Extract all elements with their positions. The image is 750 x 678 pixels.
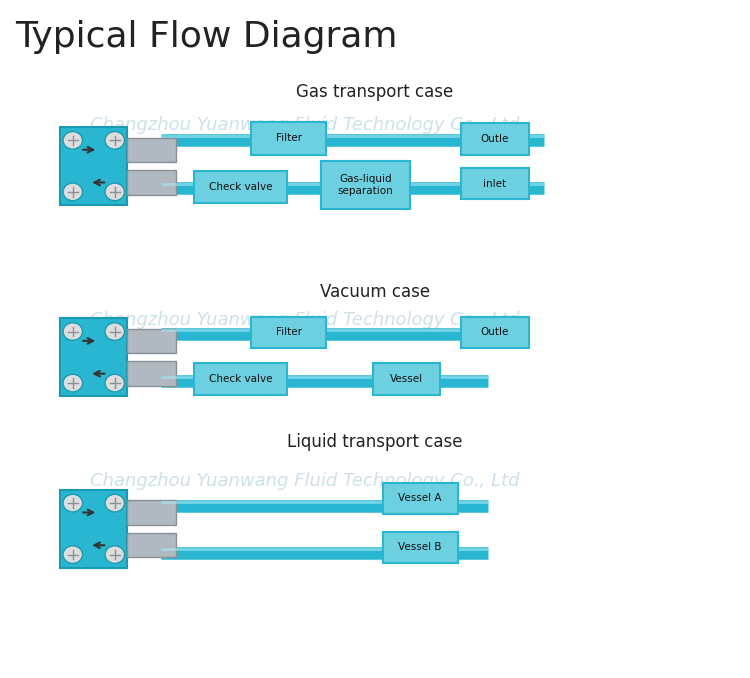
FancyBboxPatch shape: [128, 533, 176, 557]
FancyBboxPatch shape: [373, 363, 440, 395]
Text: Liquid transport case: Liquid transport case: [287, 433, 463, 451]
Text: Check valve: Check valve: [209, 374, 272, 384]
FancyBboxPatch shape: [382, 483, 458, 514]
Circle shape: [63, 546, 82, 563]
Circle shape: [63, 494, 82, 512]
Text: Outle: Outle: [481, 327, 509, 337]
FancyBboxPatch shape: [60, 490, 128, 568]
Text: Gas-liquid
separation: Gas-liquid separation: [338, 174, 393, 196]
Text: Filter: Filter: [276, 134, 302, 143]
FancyBboxPatch shape: [128, 138, 176, 162]
Text: Filter: Filter: [276, 327, 302, 337]
Text: Typical Flow Diagram: Typical Flow Diagram: [15, 20, 398, 54]
Circle shape: [63, 323, 82, 340]
FancyBboxPatch shape: [461, 123, 529, 155]
Text: Outle: Outle: [481, 134, 509, 144]
FancyBboxPatch shape: [382, 532, 458, 563]
Circle shape: [105, 546, 125, 563]
Text: Gas transport case: Gas transport case: [296, 83, 454, 100]
Text: Changzhou Yuanwang Fluid Technology Co., Ltd: Changzhou Yuanwang Fluid Technology Co.,…: [90, 117, 520, 134]
Circle shape: [105, 323, 125, 340]
FancyBboxPatch shape: [251, 122, 326, 155]
FancyBboxPatch shape: [194, 171, 287, 203]
Text: Vessel B: Vessel B: [398, 542, 442, 552]
Text: Vessel: Vessel: [390, 374, 423, 384]
Text: inlet: inlet: [484, 179, 506, 188]
FancyBboxPatch shape: [128, 329, 176, 353]
Text: Vacuum case: Vacuum case: [320, 283, 430, 300]
FancyBboxPatch shape: [60, 127, 128, 205]
Circle shape: [63, 183, 82, 201]
FancyBboxPatch shape: [321, 161, 410, 209]
Circle shape: [105, 494, 125, 512]
FancyBboxPatch shape: [194, 363, 287, 395]
Circle shape: [105, 183, 125, 201]
Circle shape: [63, 132, 82, 149]
FancyBboxPatch shape: [461, 317, 529, 348]
FancyBboxPatch shape: [128, 170, 176, 195]
Circle shape: [63, 374, 82, 392]
FancyBboxPatch shape: [128, 361, 176, 386]
FancyBboxPatch shape: [461, 168, 529, 199]
Circle shape: [105, 374, 125, 392]
FancyBboxPatch shape: [60, 319, 128, 396]
Circle shape: [105, 132, 125, 149]
Text: Vessel A: Vessel A: [398, 494, 442, 503]
Text: Changzhou Yuanwang Fluid Technology Co., Ltd: Changzhou Yuanwang Fluid Technology Co.,…: [90, 311, 520, 329]
Text: Check valve: Check valve: [209, 182, 272, 192]
FancyBboxPatch shape: [251, 317, 326, 348]
Text: Changzhou Yuanwang Fluid Technology Co., Ltd: Changzhou Yuanwang Fluid Technology Co.,…: [90, 473, 520, 490]
FancyBboxPatch shape: [128, 500, 176, 525]
